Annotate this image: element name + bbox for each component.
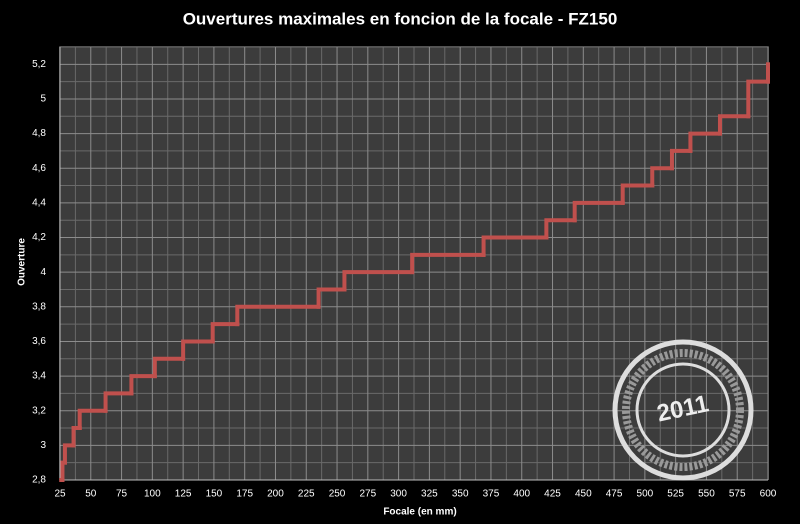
- y-tick-label: 4,4: [32, 198, 46, 209]
- step-segment: [688, 131, 722, 153]
- step-segment: [746, 79, 770, 119]
- x-tick-label: 350: [452, 489, 469, 500]
- x-tick-label: 50: [85, 489, 97, 500]
- step-segment: [103, 391, 134, 413]
- step-segment: [210, 322, 240, 344]
- y-tick-label: 3,8: [32, 301, 46, 312]
- y-tick-label: 3: [40, 440, 46, 451]
- step-segment: [181, 339, 215, 361]
- chart-title: Ouvertures maximales en foncion de la fo…: [183, 9, 618, 28]
- marks: [59, 62, 770, 482]
- x-tick-label: 275: [359, 489, 376, 500]
- y-tick-label: 4,8: [32, 128, 46, 139]
- x-tick-label: 200: [267, 489, 284, 500]
- step-segment: [650, 166, 674, 188]
- x-tick-label: 550: [698, 489, 715, 500]
- step-segment: [620, 183, 655, 205]
- y-tick-label: 3,2: [32, 405, 46, 416]
- step-segment: [410, 252, 486, 275]
- stamp-ring: [612, 339, 754, 481]
- x-tick-label: 575: [729, 489, 746, 500]
- x-tick-label: 375: [483, 489, 500, 500]
- x-tick-label: 400: [513, 489, 530, 500]
- step-segment: [544, 218, 577, 240]
- x-tick-label: 150: [206, 489, 223, 500]
- x-tick-label: 175: [236, 489, 253, 500]
- step-segment: [62, 443, 76, 465]
- stamp-ring: [622, 349, 744, 471]
- step-segment: [572, 200, 625, 223]
- x-tick-label: 125: [175, 489, 192, 500]
- x-tick-label: 425: [544, 489, 561, 500]
- y-tick-label: 5,2: [32, 59, 46, 70]
- x-tick-label: 600: [760, 489, 777, 500]
- x-tick-label: 75: [116, 489, 128, 500]
- step-segment: [316, 287, 347, 309]
- y-tick-label: 4,6: [32, 163, 46, 174]
- stamp-ring: [635, 362, 731, 458]
- y-tick-label: 2,8: [32, 475, 46, 486]
- x-tick-label: 25: [54, 489, 66, 500]
- y-tick-label: 4,2: [32, 232, 46, 243]
- y-tick-label: 5: [40, 94, 46, 105]
- x-tick-label: 300: [390, 489, 407, 500]
- step-segment: [71, 426, 82, 448]
- x-tick-label: 450: [575, 489, 592, 500]
- step-segment: [342, 270, 415, 292]
- x-tick-label: 475: [606, 489, 623, 500]
- y-tick-label: 3,6: [32, 336, 46, 347]
- x-axis-label: Focale (en mm): [383, 507, 456, 518]
- step-segment: [152, 356, 186, 379]
- step-segment: [669, 148, 693, 171]
- y-axis-label: Ouverture: [17, 238, 28, 286]
- step-segment: [717, 114, 751, 136]
- step-segment: [481, 235, 549, 257]
- x-tick-label: 250: [329, 489, 346, 500]
- y-tick-label: 3,4: [32, 371, 46, 382]
- x-tick-label: 100: [144, 489, 161, 500]
- step-segment: [235, 304, 321, 327]
- x-tick-label: 525: [667, 489, 684, 500]
- step-segment: [129, 374, 157, 396]
- x-tick-label: 325: [421, 489, 438, 500]
- step-segment: [77, 408, 108, 431]
- x-tick-label: 225: [298, 489, 315, 500]
- x-tick-label: 500: [637, 489, 654, 500]
- y-tick-label: 4: [40, 267, 46, 278]
